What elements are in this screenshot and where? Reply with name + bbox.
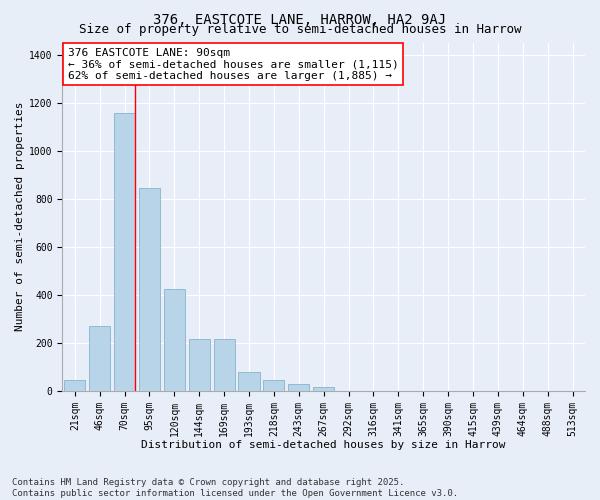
Y-axis label: Number of semi-detached properties: Number of semi-detached properties	[15, 102, 25, 332]
Text: Size of property relative to semi-detached houses in Harrow: Size of property relative to semi-detach…	[79, 22, 521, 36]
Bar	[188, 339, 210, 391]
Bar	[64, 380, 85, 391]
Bar	[263, 380, 284, 391]
Text: 376, EASTCOTE LANE, HARROW, HA2 9AJ: 376, EASTCOTE LANE, HARROW, HA2 9AJ	[154, 12, 446, 26]
Bar	[114, 114, 135, 391]
Bar	[214, 339, 235, 391]
X-axis label: Distribution of semi-detached houses by size in Harrow: Distribution of semi-detached houses by …	[142, 440, 506, 450]
Bar	[288, 384, 310, 391]
Bar	[139, 188, 160, 391]
Bar	[313, 386, 334, 391]
Bar	[89, 326, 110, 391]
Text: 376 EASTCOTE LANE: 90sqm
← 36% of semi-detached houses are smaller (1,115)
62% o: 376 EASTCOTE LANE: 90sqm ← 36% of semi-d…	[68, 48, 398, 81]
Bar	[164, 289, 185, 391]
Bar	[238, 372, 260, 391]
Text: Contains HM Land Registry data © Crown copyright and database right 2025.
Contai: Contains HM Land Registry data © Crown c…	[12, 478, 458, 498]
